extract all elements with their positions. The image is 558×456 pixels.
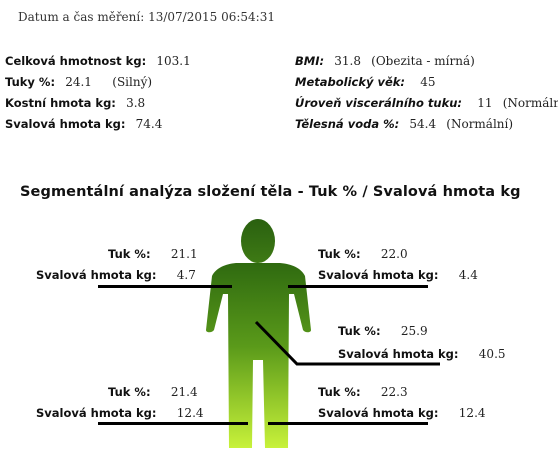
stat-value: 31.8	[334, 54, 361, 68]
connector-right-arm	[98, 285, 232, 288]
muscle-label: Svalová hmota kg:	[338, 347, 459, 361]
fat-label: Tuk %:	[338, 324, 381, 338]
measurement-datetime: Datum a čas měření: 13/07/2015 06:54:31	[18, 10, 275, 24]
stat-body-fat: Tuky %: 24.1 (Silný)	[5, 71, 152, 90]
segment-left-leg-muscle: Svalová hmota kg: 12.4	[318, 402, 486, 421]
segment-right-leg-fat: Tuk %: 21.4	[108, 381, 198, 400]
muscle-value: 12.4	[176, 406, 204, 420]
connector-left-leg	[268, 422, 428, 425]
fat-label: Tuk %:	[318, 385, 361, 399]
stat-value: 11	[477, 96, 493, 110]
stat-total-weight: Celková hmotnost kg: 103.1	[5, 50, 191, 69]
stat-muscle-mass: Svalová hmota kg: 74.4	[5, 113, 162, 132]
stat-value: 24.1	[65, 75, 92, 89]
segment-right-arm-fat: Tuk %: 21.1	[108, 243, 198, 262]
stat-label: Svalová hmota kg:	[5, 117, 126, 131]
muscle-value: 12.4	[458, 406, 486, 420]
stat-body-water: Tělesná voda %: 54.4 (Normální)	[295, 113, 513, 132]
stat-bmi: BMI: 31.8 (Obezita - mírná)	[295, 50, 475, 69]
segment-trunk-fat: Tuk %: 25.9	[338, 320, 428, 339]
measurement-value: 13/07/2015 06:54:31	[148, 10, 275, 24]
segment-left-arm-muscle: Svalová hmota kg: 4.4	[318, 264, 478, 283]
fat-label: Tuk %:	[318, 247, 361, 261]
stat-metabolic-age: Metabolický věk: 45	[295, 71, 436, 90]
fat-value: 25.9	[400, 324, 428, 338]
stat-visceral-fat: Úroveň viscerálního tuku: 11 (Normální)	[295, 92, 558, 111]
stat-value: 103.1	[156, 54, 191, 68]
human-silhouette-icon	[206, 219, 311, 448]
muscle-label: Svalová hmota kg:	[318, 406, 439, 420]
segmental-title: Segmentální analýza složení těla - Tuk %…	[20, 184, 521, 200]
fat-value: 21.4	[170, 385, 198, 399]
connector-left-arm	[288, 285, 428, 288]
stat-label: Kostní hmota kg:	[5, 96, 116, 110]
stat-value: 45	[420, 75, 436, 89]
stat-label: BMI:	[295, 54, 325, 68]
segment-left-arm-fat: Tuk %: 22.0	[318, 243, 408, 262]
fat-label: Tuk %:	[108, 385, 151, 399]
connector-right-leg	[98, 422, 248, 425]
measurement-label: Datum a čas měření:	[18, 10, 145, 24]
segment-right-arm-muscle: Svalová hmota kg: 4.7	[36, 264, 196, 283]
stat-note: (Obezita - mírná)	[371, 54, 475, 68]
stat-note: (Normální)	[446, 117, 514, 131]
stat-note: (Normální)	[502, 96, 558, 110]
muscle-label: Svalová hmota kg:	[36, 406, 157, 420]
muscle-value: 40.5	[478, 347, 506, 361]
segment-trunk-muscle: Svalová hmota kg: 40.5	[338, 343, 506, 362]
fat-value: 21.1	[170, 247, 198, 261]
muscle-label: Svalová hmota kg:	[318, 268, 439, 282]
stat-value: 3.8	[126, 96, 146, 110]
fat-label: Tuk %:	[108, 247, 151, 261]
fat-value: 22.3	[380, 385, 408, 399]
stat-label: Tělesná voda %:	[295, 117, 400, 131]
stat-label: Úroveň viscerálního tuku:	[295, 96, 463, 110]
muscle-value: 4.7	[176, 268, 196, 282]
muscle-value: 4.4	[458, 268, 478, 282]
stat-note: (Silný)	[112, 75, 153, 89]
stat-bone-mass: Kostní hmota kg: 3.8	[5, 92, 145, 111]
stat-value: 74.4	[135, 117, 163, 131]
segment-right-leg-muscle: Svalová hmota kg: 12.4	[36, 402, 204, 421]
stat-label: Celková hmotnost kg:	[5, 54, 147, 68]
muscle-label: Svalová hmota kg:	[36, 268, 157, 282]
segment-left-leg-fat: Tuk %: 22.3	[318, 381, 408, 400]
fat-value: 22.0	[380, 247, 408, 261]
stat-label: Metabolický věk:	[295, 75, 406, 89]
stat-value: 54.4	[409, 117, 437, 131]
stat-label: Tuky %:	[5, 75, 56, 89]
